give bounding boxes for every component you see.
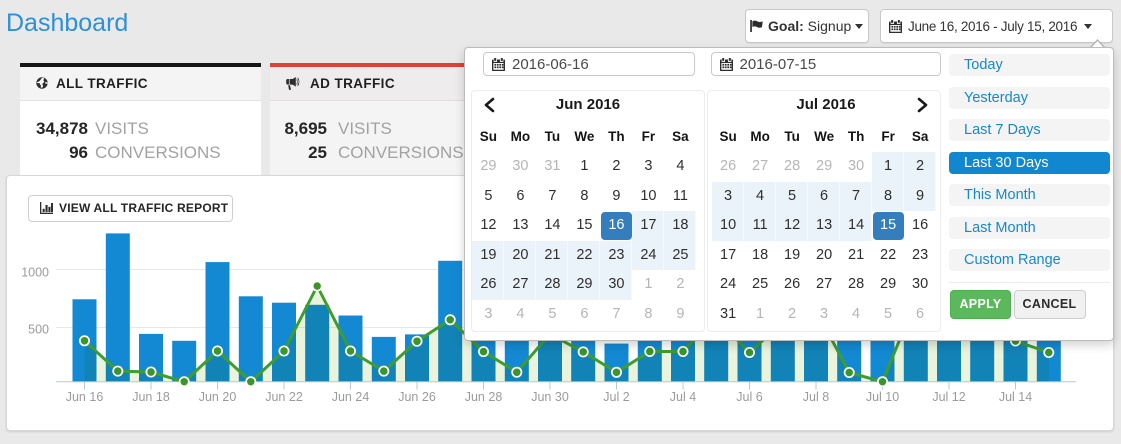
svg-text:Jul 12: Jul 12 <box>932 390 965 404</box>
svg-text:Jun 26: Jun 26 <box>398 390 436 404</box>
svg-text:Jul 14: Jul 14 <box>999 390 1032 404</box>
svg-text:1000: 1000 <box>21 266 49 280</box>
svg-text:Jun 30: Jun 30 <box>531 390 569 404</box>
svg-text:Jun 18: Jun 18 <box>132 390 170 404</box>
svg-text:Jun 22: Jun 22 <box>265 390 303 404</box>
svg-text:Jul 6: Jul 6 <box>736 390 762 404</box>
svg-text:500: 500 <box>28 323 49 337</box>
svg-text:Jun 28: Jun 28 <box>465 390 503 404</box>
svg-text:Jun 20: Jun 20 <box>199 390 237 404</box>
svg-text:Jul 4: Jul 4 <box>670 390 696 404</box>
svg-text:Jun 24: Jun 24 <box>332 390 370 404</box>
svg-text:Jul 2: Jul 2 <box>603 390 629 404</box>
svg-text:Jul 8: Jul 8 <box>803 390 829 404</box>
svg-text:Jun 16: Jun 16 <box>66 390 104 404</box>
svg-text:Jul 10: Jul 10 <box>866 390 899 404</box>
